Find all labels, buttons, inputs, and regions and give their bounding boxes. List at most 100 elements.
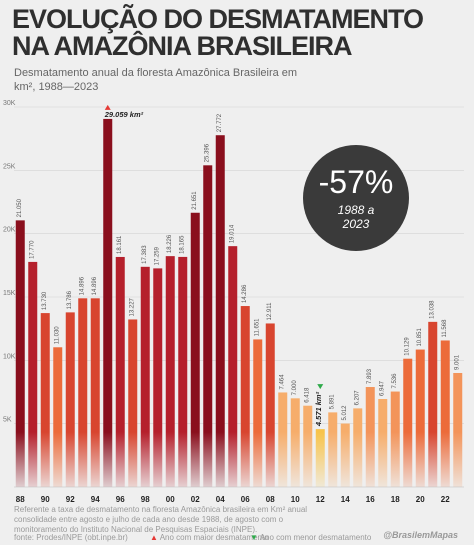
bar (240, 306, 250, 487)
page-title: EVOLUÇÃO DO DESMATAMENTO NA AMAZÔNIA BRA… (12, 4, 424, 61)
x-tick-label: 88 (16, 495, 25, 504)
bar (28, 261, 38, 487)
value-label: 9.001 (455, 354, 461, 370)
x-tick-label: 92 (66, 495, 75, 504)
bar (128, 319, 138, 487)
value-label: 6.418 (305, 387, 311, 403)
value-label: 17.259 (155, 246, 161, 265)
value-label: 13.227 (130, 297, 136, 316)
bar (190, 212, 200, 487)
bar (140, 266, 150, 487)
bar (53, 347, 63, 487)
value-label: 10.851 (417, 328, 423, 347)
bar (78, 298, 88, 487)
y-tick-label: 30K (3, 100, 16, 107)
page-subtitle: Desmatamento anual da floresta Amazônica… (14, 67, 298, 93)
value-label: 11.651 (255, 318, 261, 337)
value-label: 5.012 (342, 405, 348, 421)
x-tick-label: 16 (366, 495, 375, 504)
value-label: 12.911 (267, 302, 273, 321)
bar (103, 118, 113, 487)
change-period: 1988 a 2023 (337, 203, 375, 231)
value-label: 11.030 (55, 326, 61, 345)
value-label: 17.383 (142, 245, 148, 264)
value-label: 14.286 (242, 284, 248, 303)
author-handle: @BrasilemMapas (383, 530, 458, 540)
value-label: 29.059 km² (104, 110, 144, 119)
y-tick-label: 15K (3, 290, 16, 297)
x-tick-label: 96 (116, 495, 125, 504)
bar (165, 256, 175, 487)
bar (228, 246, 238, 487)
bar-fade (14, 432, 464, 487)
value-label: 10.129 (405, 337, 411, 356)
footer-note: Referente a taxa de desmatamento na flor… (14, 505, 308, 534)
footer-source: fonte: Prodes/INPE (obt.inpe.br) (14, 533, 128, 542)
y-tick-label: 5K (3, 417, 12, 424)
y-tick-label: 10K (3, 353, 16, 360)
y-tick-label: 20K (3, 227, 16, 234)
x-tick-label: 00 (166, 495, 175, 504)
value-label: 18.161 (117, 235, 123, 254)
y-tick-label: 25K (3, 163, 16, 170)
x-tick-label: 20 (416, 495, 425, 504)
min-marker (317, 384, 324, 390)
change-percent: -57% (318, 164, 394, 200)
value-label: 13.730 (42, 291, 48, 310)
bar (178, 256, 188, 487)
bar (40, 313, 50, 487)
legend-min: ▼ Ano com menor desmatamento (250, 533, 372, 542)
x-tick-label: 08 (266, 495, 275, 504)
bar (65, 312, 75, 487)
value-label: 13.038 (430, 300, 436, 319)
bar (415, 349, 425, 487)
value-label: 6.207 (355, 390, 361, 406)
value-label: 7.464 (280, 374, 286, 390)
x-tick-label: 14 (341, 495, 350, 504)
bar (265, 323, 275, 487)
min-marker-icon: ▼ (250, 533, 258, 542)
x-tick-label: 98 (141, 495, 150, 504)
value-label: 6.947 (380, 380, 386, 396)
x-tick-label: 94 (91, 495, 100, 504)
x-tick-label: 12 (316, 495, 325, 504)
value-label: 17.770 (30, 240, 36, 259)
bar (115, 256, 125, 487)
value-label: 14.896 (92, 276, 98, 295)
value-label: 7.893 (367, 368, 373, 384)
bar (15, 220, 25, 487)
x-tick-label: 04 (216, 495, 225, 504)
value-label: 5.891 (330, 394, 336, 410)
legend-max: ▲ Ano com maior desmatamento (150, 533, 269, 542)
value-label: 7.000 (292, 380, 298, 396)
value-label: 21.651 (192, 191, 198, 210)
x-tick-label: 06 (241, 495, 250, 504)
bar (440, 340, 450, 487)
value-label: 11.568 (442, 319, 448, 338)
max-marker-icon: ▲ (150, 533, 158, 542)
value-label: 13.786 (67, 290, 73, 309)
bar (403, 358, 413, 487)
value-label: 25.396 (205, 143, 211, 162)
value-label: 21.050 (17, 198, 23, 217)
value-label: 4.571 km² (314, 391, 323, 427)
value-label: 18.165 (180, 235, 186, 254)
bar (153, 268, 163, 487)
x-tick-label: 22 (441, 495, 450, 504)
value-label: 19.014 (230, 224, 236, 243)
value-label: 7.536 (392, 373, 398, 389)
bar (215, 135, 225, 488)
bar (203, 165, 213, 488)
bar (453, 372, 463, 487)
bar (90, 298, 100, 487)
x-tick-label: 02 (191, 495, 200, 504)
value-label: 27.772 (217, 113, 223, 132)
x-tick-label: 10 (291, 495, 300, 504)
max-marker (104, 104, 111, 110)
bar (428, 321, 438, 487)
value-label: 18.226 (167, 234, 173, 253)
x-tick-label: 90 (41, 495, 50, 504)
bar (253, 339, 263, 487)
x-tick-label: 18 (391, 495, 400, 504)
